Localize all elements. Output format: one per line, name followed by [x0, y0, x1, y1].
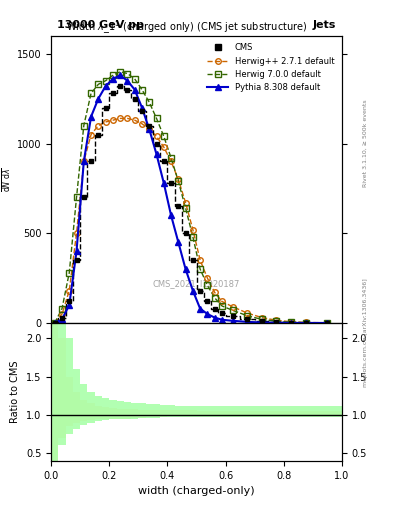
Text: Width $\lambda\_1^1$ (charged only) (CMS jet substructure): Width $\lambda\_1^1$ (charged only) (CMS… — [66, 19, 307, 36]
Text: mcplots.cern.ch [arXiv:1306.3436]: mcplots.cern.ch [arXiv:1306.3436] — [363, 279, 368, 387]
Text: Rivet 3.1.10, ≥ 500k events: Rivet 3.1.10, ≥ 500k events — [363, 99, 368, 187]
Y-axis label: Ratio to CMS: Ratio to CMS — [11, 360, 20, 423]
Y-axis label: $\frac{1}{\mathrm{d}N}\frac{\mathrm{d}N}{\mathrm{d}\lambda}$: $\frac{1}{\mathrm{d}N}\frac{\mathrm{d}N}… — [0, 167, 14, 192]
Text: Jets: Jets — [313, 20, 336, 30]
Text: 13000 GeV pp: 13000 GeV pp — [57, 20, 144, 30]
Legend: CMS, Herwig++ 2.7.1 default, Herwig 7.0.0 default, Pythia 8.308 default: CMS, Herwig++ 2.7.1 default, Herwig 7.0.… — [204, 40, 338, 95]
X-axis label: width (charged-only): width (charged-only) — [138, 486, 255, 496]
Text: CMS_2021_I1920187: CMS_2021_I1920187 — [153, 280, 240, 289]
